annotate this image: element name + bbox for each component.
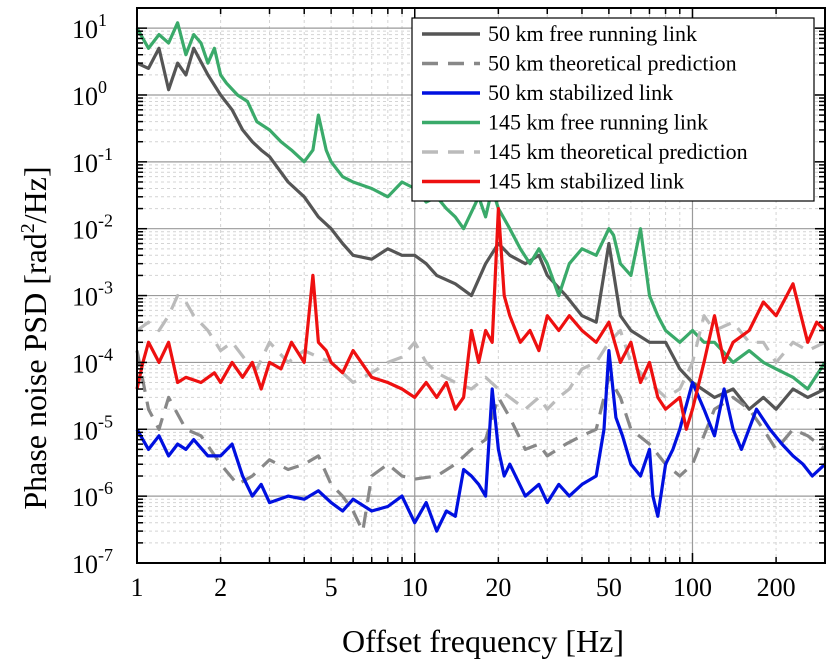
y-tick-label: 10-4 xyxy=(72,344,113,378)
y-tick-exponent: -4 xyxy=(98,344,113,364)
x-tick-label: 100 xyxy=(673,573,712,602)
legend-label: 50 km theoretical prediction xyxy=(488,51,737,76)
legend: 50 km free running link 50 km theoretical… xyxy=(411,17,815,202)
series-line-2 xyxy=(135,350,826,533)
y-tick-exponent: 0 xyxy=(98,77,107,97)
legend-label: 145 km stabilized link xyxy=(488,169,684,194)
y-tick-label: 10-2 xyxy=(72,211,113,245)
legend-label: 145 km theoretical prediction xyxy=(488,139,748,164)
y-axis-label-main: Phase noise PSD [rad xyxy=(17,233,53,509)
y-axis-label-sup: 2 xyxy=(17,223,39,233)
series-line-5 xyxy=(136,294,826,411)
y-tick-base: 10 xyxy=(72,416,98,445)
y-tick-label: 10-7 xyxy=(72,545,113,579)
x-tick-label: 2 xyxy=(214,573,227,602)
plot-frame xyxy=(136,7,826,564)
y-tick-exponent: -1 xyxy=(98,144,113,164)
y-tick-exponent: -7 xyxy=(98,545,113,565)
y-tick-exponent: -2 xyxy=(98,211,113,231)
y-tick-label: 10-3 xyxy=(72,278,113,312)
series-line-4 xyxy=(135,21,827,391)
series-line-3 xyxy=(135,349,827,533)
y-axis-label-tail: /Hz] xyxy=(17,166,53,223)
y-tick-base: 10 xyxy=(72,82,98,111)
x-tick-label: 1 xyxy=(131,573,144,602)
series-layer xyxy=(135,21,827,533)
x-tick-label: 5 xyxy=(325,573,338,602)
y-tick-base: 10 xyxy=(72,149,98,178)
y-tick-base: 10 xyxy=(72,283,98,312)
series-line-1 xyxy=(136,46,826,411)
x-tick-label: 10 xyxy=(402,573,428,602)
y-tick-base: 10 xyxy=(72,15,98,44)
y-tick-exponent: -3 xyxy=(98,278,113,298)
y-axis-label: Phase noise PSD [rad2/Hz] xyxy=(17,166,53,509)
x-axis-label: Offset frequency [Hz] xyxy=(342,623,624,659)
y-tick-label: 100 xyxy=(72,77,107,111)
y-tick-exponent: -6 xyxy=(98,478,113,498)
y-tick-base: 10 xyxy=(72,483,98,512)
series-line-6 xyxy=(135,207,827,431)
legend-box xyxy=(411,17,815,202)
x-tick-labels: 1 2 5 10 20 50 100 200 xyxy=(131,573,796,602)
x-tick-label: 50 xyxy=(596,573,622,602)
y-tick-label: 10-1 xyxy=(72,144,113,178)
y-tick-base: 10 xyxy=(72,216,98,245)
legend-label: 145 km free running link xyxy=(488,110,708,135)
x-tick-label: 200 xyxy=(757,573,796,602)
y-tick-label: 10-5 xyxy=(72,411,113,445)
legend-label: 50 km stabilized link xyxy=(488,80,673,105)
x-tick-label: 20 xyxy=(485,573,511,602)
y-tick-exponent: -5 xyxy=(98,411,113,431)
legend-label: 50 km free running link xyxy=(488,21,697,46)
y-tick-label: 101 xyxy=(72,10,107,44)
axis-ticks xyxy=(136,7,826,564)
y-tick-base: 10 xyxy=(72,349,98,378)
y-tick-base: 10 xyxy=(72,550,98,579)
y-tick-label: 10-6 xyxy=(72,478,113,512)
y-tick-exponent: 1 xyxy=(98,10,107,30)
